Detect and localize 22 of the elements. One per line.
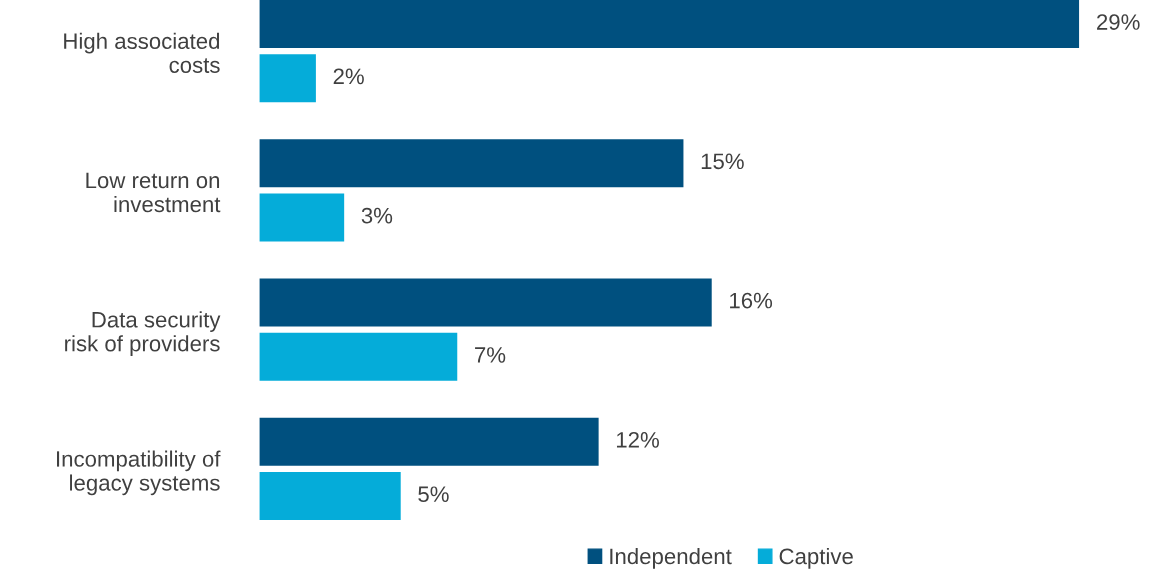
data-label: 12%: [616, 431, 659, 448]
legend-label: Independent: [610, 547, 732, 569]
bar: [259, 332, 458, 381]
data-label: 16%: [730, 292, 773, 309]
data-label: 2%: [333, 68, 364, 85]
y-tick-label: Data security risk of providers: [65, 311, 221, 356]
bar: [259, 417, 599, 466]
legend-label: Captive: [779, 547, 853, 569]
bar: [259, 139, 684, 188]
data-label: 29%: [1097, 14, 1140, 30]
bar: [259, 0, 1080, 48]
bar: [259, 278, 712, 327]
y-tick-label: Incompatibility of legacy systems: [57, 450, 221, 496]
data-label: 7%: [475, 347, 506, 363]
data-label: 3%: [361, 207, 393, 224]
y-tick-label: High associated costs: [64, 32, 220, 73]
data-label: 15%: [701, 153, 744, 170]
bar: [259, 54, 316, 103]
data-label: 5%: [418, 486, 449, 503]
bar: [259, 193, 345, 242]
bar: [259, 472, 401, 521]
y-tick-label: Low return on investment: [86, 172, 221, 213]
